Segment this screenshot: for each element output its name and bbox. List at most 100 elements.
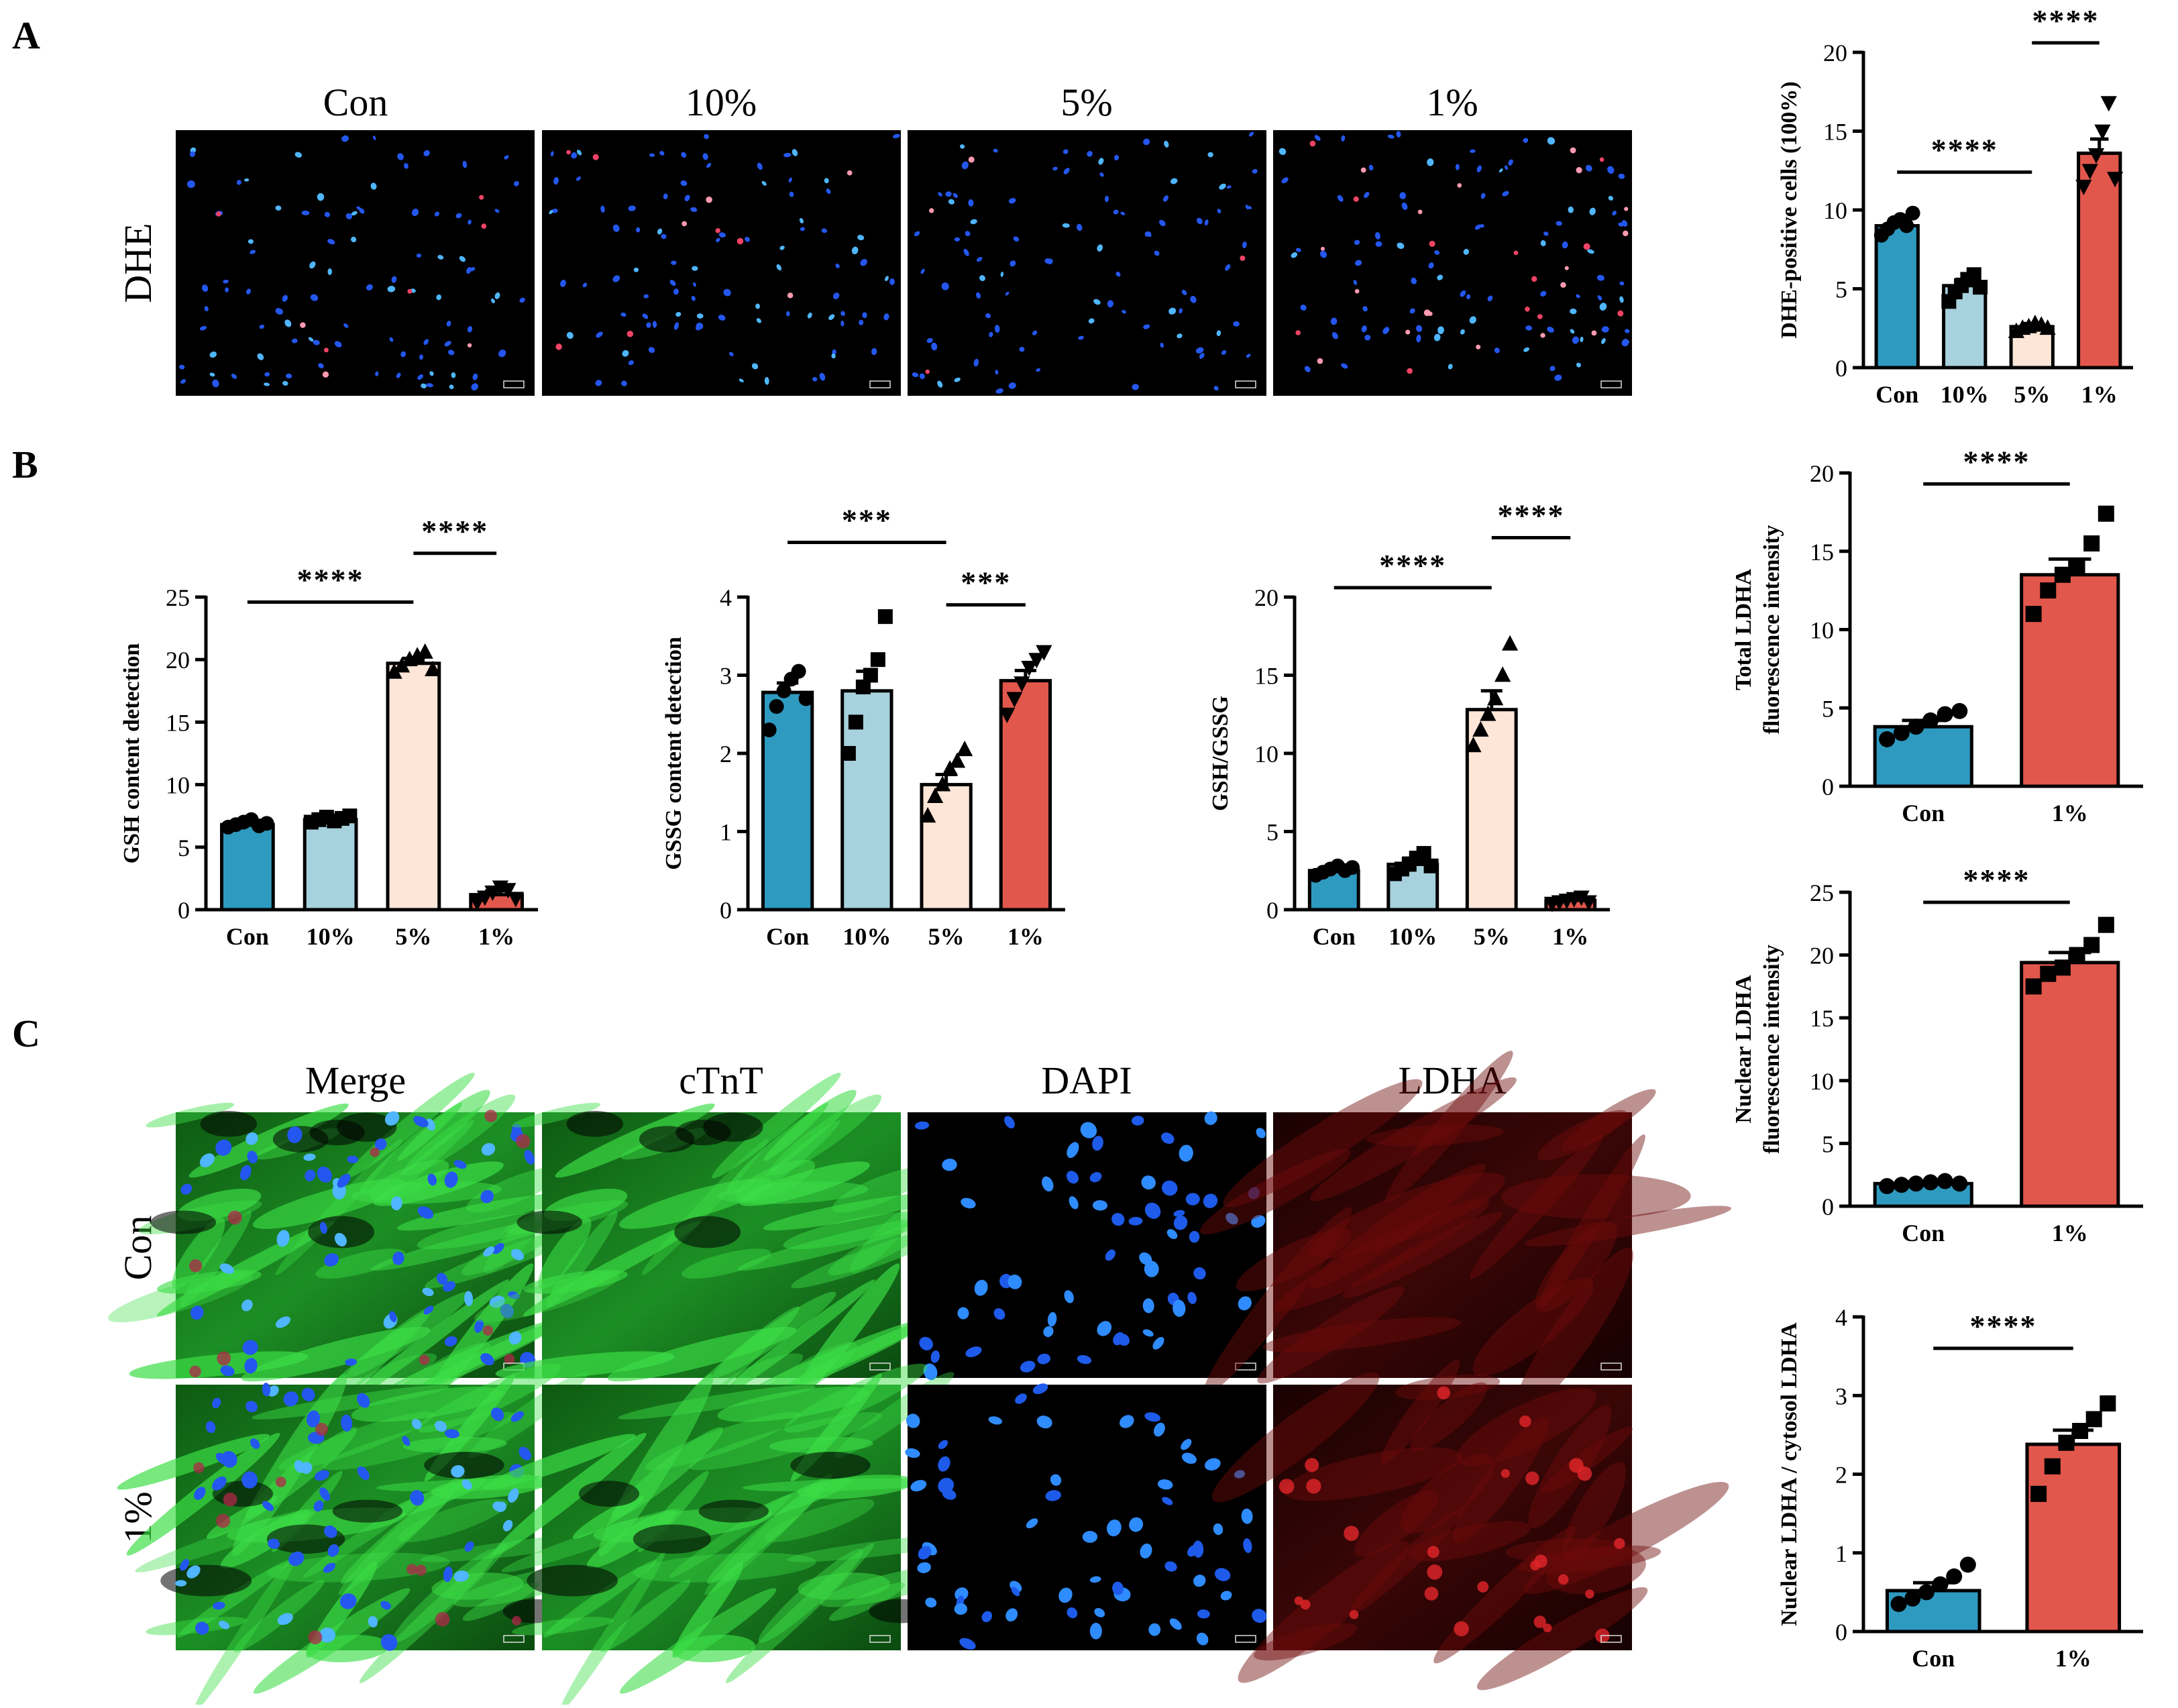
y-tick-label: 0 — [1822, 1193, 1834, 1220]
data-point — [1908, 718, 1924, 735]
data-point — [920, 807, 936, 823]
y-tick-label: 0 — [1835, 355, 1847, 382]
significance-label: **** — [1931, 133, 1998, 167]
y-tick-label: 15 — [166, 709, 190, 736]
significance-label: **** — [297, 562, 364, 596]
y-tick-label: 10 — [1810, 617, 1834, 644]
data-point — [1918, 1584, 1935, 1601]
data-point — [798, 691, 814, 706]
x-tick-label: Con — [1912, 1645, 1955, 1672]
y-axis-label-line: GSH content detection — [119, 643, 144, 864]
data-point — [417, 643, 433, 659]
y-axis-label: Nuclear LDHA / cytosol LDHA — [1777, 1322, 1802, 1626]
dhe-col-title-1: 1% — [1426, 81, 1478, 124]
data-point — [1014, 676, 1030, 692]
dhe-col-title-con: Con — [323, 81, 388, 124]
significance-label: **** — [2032, 3, 2100, 38]
data-point — [942, 760, 959, 776]
data-point — [2072, 1423, 2089, 1440]
y-tick-label: 0 — [1266, 897, 1278, 924]
y-tick-label: 2 — [1835, 1462, 1847, 1489]
data-point — [2025, 978, 2042, 995]
if-column-titles: Merge cTnT DAPI LDHA — [305, 1059, 1507, 1102]
y-tick-label: 10 — [1810, 1068, 1834, 1095]
if-micrograph-dapi-con — [908, 1111, 1266, 1381]
dhe-col-title-5: 5% — [1060, 81, 1112, 124]
dhe-micrograph-10 — [542, 130, 901, 396]
data-point — [2107, 172, 2124, 188]
data-point — [1472, 720, 1489, 737]
data-point — [1036, 645, 1052, 661]
data-point — [1480, 705, 1496, 721]
y-axis-label: Total LDHA fluorescence intensity — [1731, 525, 1784, 735]
y-tick-label: 15 — [1823, 119, 1847, 146]
y-tick-label: 4 — [720, 584, 732, 611]
y-tick-label: 15 — [1810, 1005, 1834, 1032]
data-point — [999, 707, 1016, 723]
data-point — [1494, 666, 1511, 682]
data-point — [259, 816, 274, 831]
data-point — [1932, 1576, 1949, 1593]
data-point — [840, 746, 856, 761]
y-tick-label: 20 — [1810, 943, 1834, 969]
data-point — [855, 679, 871, 694]
y-axis-label-line: Nuclear LDHA — [1731, 975, 1756, 1124]
y-tick-label: 20 — [166, 647, 190, 674]
data-point — [1922, 1174, 1939, 1191]
y-tick-label: 1 — [720, 819, 732, 846]
y-axis-label-line: DHE-positive cells (100%) — [1777, 81, 1802, 338]
if-micrograph-ctnt-1 — [483, 1363, 993, 1708]
y-tick-label: 10 — [1823, 197, 1847, 224]
y-axis-label: DHE-positive cells (100%) — [1777, 81, 1802, 338]
data-point — [1937, 706, 1953, 723]
if-micrograph-ctnt-con — [474, 1073, 959, 1441]
bar-Con — [220, 822, 275, 912]
data-point — [2094, 124, 2111, 140]
y-axis-label: GSH/GSSG — [1208, 696, 1233, 811]
x-tick-label: 5% — [2014, 381, 2050, 408]
x-tick-label: 1% — [478, 923, 514, 950]
data-point — [2083, 535, 2100, 552]
data-point — [1893, 1177, 1910, 1193]
x-tick-label: Con — [226, 923, 269, 950]
chart-nuclear-ldha: 0 5 10 15 20 25 Nuclear LDHA fluorescence inten… — [1731, 863, 2143, 1246]
data-point — [484, 886, 501, 902]
dhe-column-titles: Con 10% 5% 1% — [323, 81, 1478, 124]
significance-label: **** — [1963, 444, 2030, 478]
significance-label: **** — [1963, 863, 2030, 897]
y-tick-label: 10 — [1254, 741, 1278, 767]
data-point — [957, 740, 973, 757]
if-micrograph-merge-con — [108, 1073, 593, 1441]
significance-label: **** — [1970, 1309, 2037, 1343]
data-point — [1028, 653, 1045, 669]
bar-1% — [2020, 573, 2120, 788]
chart-dhe-positive: 0 5 10 15 20 DHE-positive cells (100%) Con 10% 5… — [1777, 3, 2133, 408]
y-tick-label: 5 — [1822, 695, 1834, 722]
x-tick-label: 5% — [1474, 923, 1510, 950]
x-tick-label: 1% — [2081, 381, 2118, 408]
x-tick-label: 10% — [1941, 381, 1989, 408]
y-tick-label: 5 — [1835, 276, 1847, 303]
bar-1% — [2025, 1442, 2122, 1634]
y-axis-label-line: fluorescence intensity — [1759, 945, 1784, 1154]
y-axis-label-line: Nuclear LDHA / cytosol LDHA — [1777, 1322, 1802, 1626]
data-point — [2044, 1458, 2061, 1475]
dhe-micrograph-5 — [908, 130, 1266, 396]
chart-total-ldha: 0 5 10 15 20 Total LDHA fluorescence intensity… — [1731, 444, 2143, 826]
data-point — [769, 699, 784, 714]
data-point — [1893, 725, 1910, 741]
panel-letter-b: B — [12, 443, 38, 486]
y-tick-label: 15 — [1254, 663, 1278, 690]
data-point — [476, 890, 493, 906]
dhe-row-label: DHE — [116, 223, 160, 303]
data-point — [1951, 1175, 1968, 1192]
chart-gsh-gssg: 0 5 10 15 20 GSH/GSSG Con 10% 5% 1% **** **** — [1208, 498, 1610, 950]
y-tick-label: 4 — [1835, 1304, 1847, 1331]
y-axis-label-line: GSSG content detection — [661, 637, 686, 870]
y-axis-label: Nuclear LDHA fluorescence intensity — [1731, 945, 1784, 1154]
data-point — [1021, 660, 1038, 677]
data-point — [1905, 205, 1920, 221]
chart-gssg: 0 1 2 3 4 GSSG content detection Con 10% 5% 1% ***… — [661, 502, 1065, 950]
x-tick-label: Con — [1875, 381, 1918, 408]
data-point — [1580, 895, 1597, 911]
